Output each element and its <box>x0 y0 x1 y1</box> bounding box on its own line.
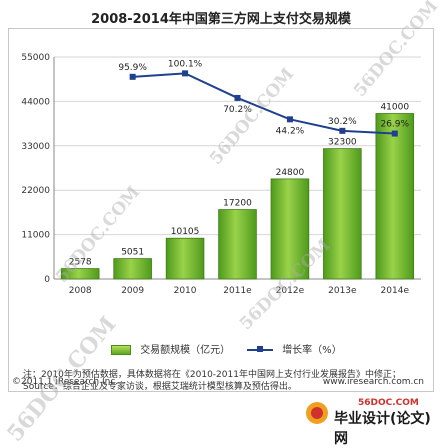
x-tick-label-2014e: 2014e <box>381 286 410 296</box>
bar-value-label-2010: 10105 <box>171 227 200 237</box>
y-tick-label-3: 33000 <box>21 142 50 152</box>
logo-domain: 56DOC.COM <box>358 398 419 408</box>
footer-logo: 56DOC.COM 毕业设计(论文)网 <box>300 398 442 447</box>
logo-mark-icon <box>306 402 328 424</box>
legend-line-label: 增长率（%） <box>282 345 342 356</box>
rate-label-2010: 100.1% <box>168 59 203 69</box>
x-tick-label-2008: 2008 <box>69 286 92 296</box>
rate-point-2009 <box>129 73 136 80</box>
legend-line-swatch <box>247 346 273 352</box>
legend-line: 增长率（%） <box>247 341 342 356</box>
chart-plot: 0 11000 22000 33000 44000 55000 2578 2008 5051 20… <box>21 53 421 296</box>
rate-point-2014e <box>391 130 398 137</box>
y-tick-label-4: 44000 <box>21 97 50 107</box>
rate-point-2011e <box>234 94 241 101</box>
bar-value-label-2011e: 17200 <box>223 199 252 209</box>
rate-point-2013e <box>339 127 346 134</box>
chart-title: 2008-2014年中国第三方网上支付交易规模 <box>91 12 351 27</box>
y-tick-label-1: 11000 <box>21 231 50 241</box>
bar-2014e <box>375 113 415 280</box>
legend-bar: 交易额规模（亿元） <box>111 341 230 356</box>
x-tick-label-2012e: 2012e <box>276 286 305 296</box>
x-tick-label-2009: 2009 <box>121 286 144 296</box>
website: www.iresearch.com.cn <box>322 377 424 387</box>
bar-2012e <box>270 178 310 280</box>
bar-value-label-2008: 2578 <box>69 258 92 268</box>
rate-label-2012e: 44.2% <box>276 126 305 136</box>
rate-label-2013e: 30.2% <box>328 117 357 127</box>
bar-2013e <box>323 148 362 280</box>
rate-point-2010 <box>182 70 189 77</box>
x-tick-label-2010: 2010 <box>174 286 197 296</box>
bar-value-label-2013e: 32300 <box>328 138 357 148</box>
bar-2011e <box>218 209 257 280</box>
bar-2009 <box>113 258 152 280</box>
rate-label-2009: 95.9% <box>118 63 147 73</box>
logo-text: 毕业设计(论文)网 <box>334 411 431 447</box>
legend-bar-label: 交易额规模（亿元） <box>140 345 231 356</box>
y-tick-label-5: 55000 <box>21 53 50 63</box>
note-line-2: Source：综合企业及专家访谈，根据艾瑞统计模型核算及预估得出。 <box>23 382 297 392</box>
y-tick-label-2: 22000 <box>21 186 50 196</box>
bar-value-label-2012e: 24800 <box>276 168 305 178</box>
notes: 注：2010年为预估数据，具体数据将在《2010-2011年中国网上支付行业发展… <box>23 369 401 393</box>
note-line-1: 注：2010年为预估数据，具体数据将在《2010-2011年中国网上支付行业发展… <box>23 370 401 380</box>
x-tick-label-2011e: 2011e <box>223 286 252 296</box>
bar-2008 <box>60 268 100 280</box>
growth-rate-line <box>132 72 395 135</box>
rate-label-2014e: 26.9% <box>380 120 409 130</box>
legend-bar-swatch <box>111 345 131 355</box>
x-tick-label-2013e: 2013e <box>328 286 357 296</box>
rate-label-2011e: 70.2% <box>223 105 252 115</box>
copyright: ©2011.1 iResearch Inc. <box>12 377 119 387</box>
bar-value-label-2009: 5051 <box>121 248 144 258</box>
rate-point-2012e <box>286 116 293 123</box>
bar-value-label-2014e: 41000 <box>380 103 409 113</box>
y-tick-label-0: 0 <box>44 275 50 285</box>
chart-frame: 0 11000 22000 33000 44000 55000 2578 2008 5051 20… <box>8 28 434 392</box>
bar-2010 <box>165 237 205 280</box>
